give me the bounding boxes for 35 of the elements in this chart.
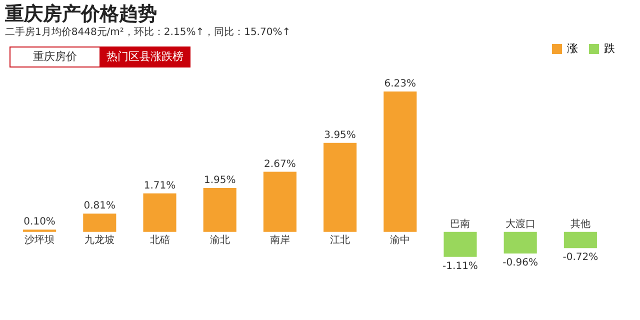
x-tick-label: 沙坪坝 (24, 234, 55, 246)
legend-label: 跌 (604, 42, 615, 55)
bar (263, 172, 296, 232)
chart-subtitle: 二手房1月均价8448元/m²，环比：2.15%↑，同比：15.70%↑ (5, 26, 291, 38)
data-label: -0.96% (502, 258, 538, 269)
x-tick-label: 巴南 (450, 218, 470, 230)
x-tick-label: 江北 (330, 234, 350, 246)
data-label: 3.95% (324, 130, 356, 141)
bar (143, 193, 176, 232)
bar (504, 232, 537, 254)
x-tick-label: 其他 (570, 218, 590, 230)
bar (384, 92, 417, 232)
bar (83, 214, 116, 232)
data-label: -1.11% (442, 260, 478, 272)
data-label: 0.10% (24, 216, 56, 228)
chart-title: 重庆房产价格趋势 (4, 3, 157, 25)
bar (444, 232, 477, 257)
data-label: 1.95% (204, 174, 236, 186)
data-label: 0.81% (84, 200, 116, 212)
legend-label: 涨 (567, 42, 578, 55)
bar (203, 188, 236, 232)
bar (324, 142, 357, 232)
x-tick-label: 北碚 (150, 234, 170, 246)
x-tick-label: 九龙坡 (84, 234, 115, 246)
data-label: -0.72% (562, 252, 598, 264)
x-tick-label: 渝北 (210, 234, 230, 246)
x-tick-label: 渝中 (390, 234, 410, 246)
data-label: 6.23% (384, 78, 416, 90)
x-tick-label: 大渡口 (505, 218, 536, 230)
text: 重庆房价 (33, 50, 77, 63)
data-label: 1.71% (144, 180, 176, 192)
bar (564, 232, 597, 248)
x-tick-label: 南岸 (270, 234, 290, 246)
text: 热门区县涨跌榜 (106, 50, 184, 63)
data-label: 2.67% (264, 158, 296, 170)
